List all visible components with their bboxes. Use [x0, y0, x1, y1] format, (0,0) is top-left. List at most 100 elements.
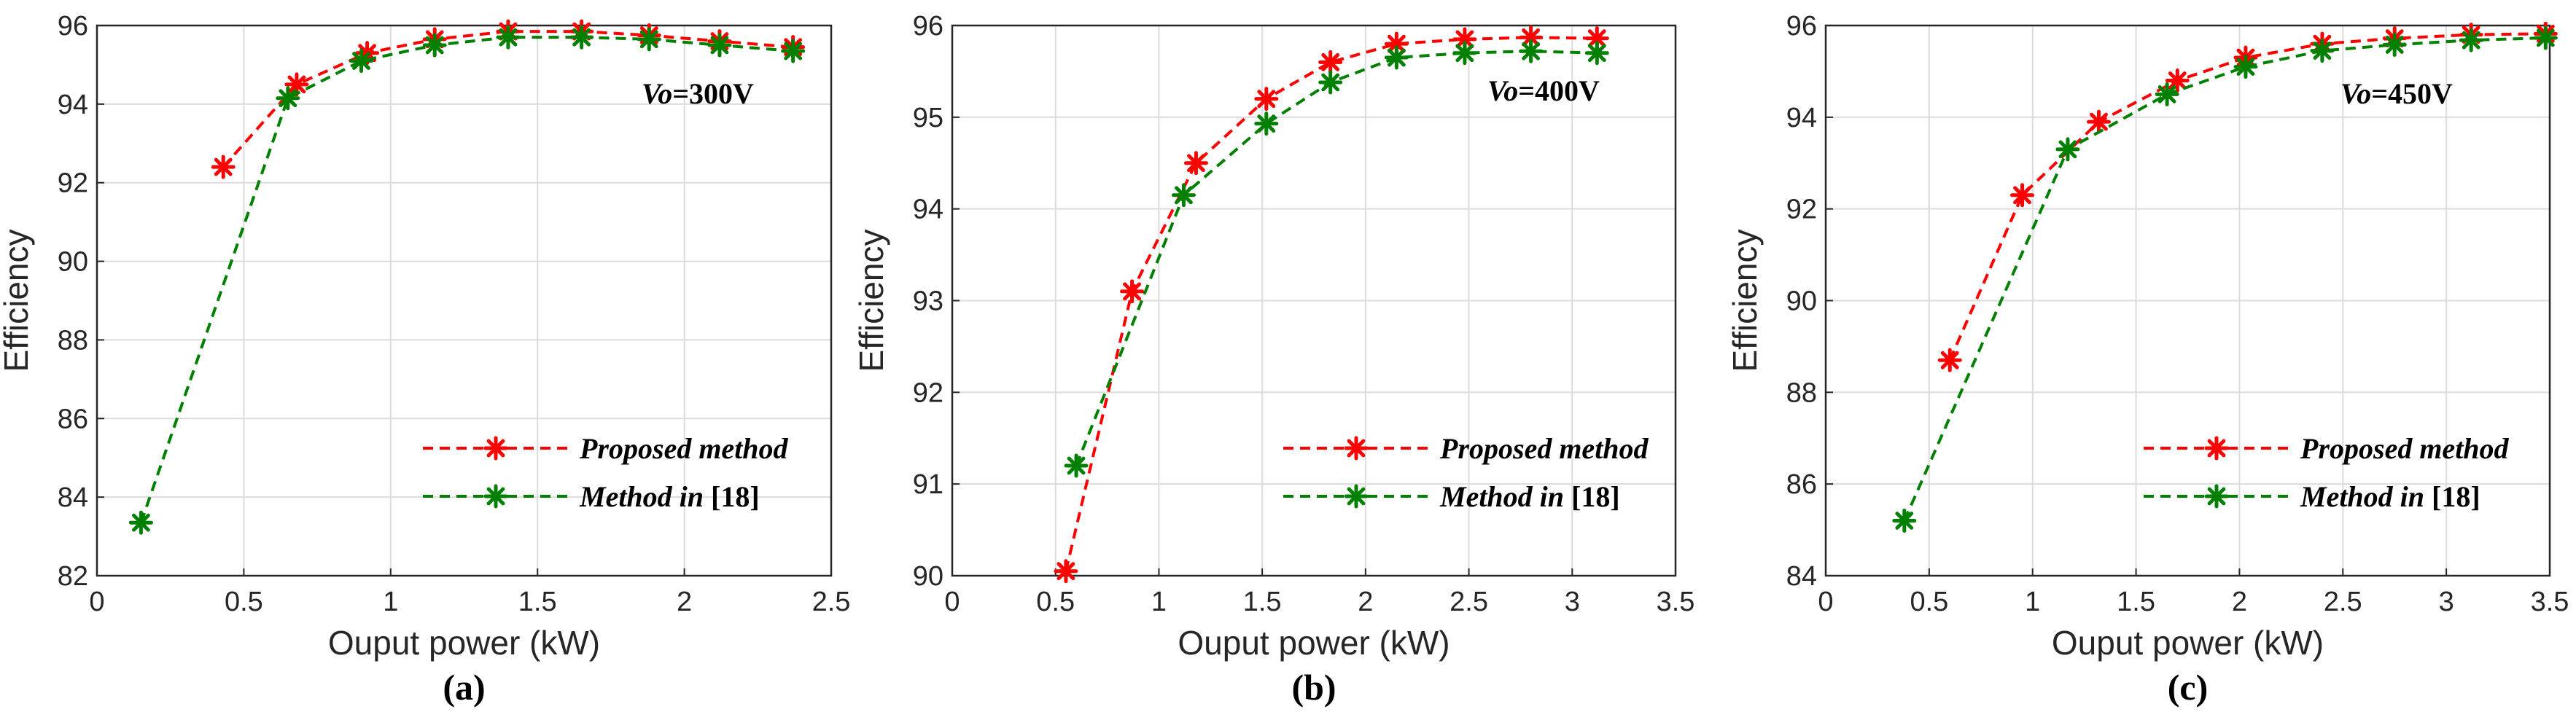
- marker-stroke: [352, 52, 370, 70]
- x-tick-label: 3.5: [2531, 587, 2569, 617]
- y-tick-label: 84: [1786, 561, 1817, 592]
- x-tick-label: 1: [383, 587, 398, 617]
- y-tick-label: 92: [58, 168, 88, 199]
- marker-stroke: [1347, 439, 1366, 458]
- data-point: [1171, 183, 1196, 208]
- axes-frame: [96, 24, 833, 577]
- y-tick-label: 86: [1786, 469, 1817, 500]
- x-tick-label: 3: [2439, 587, 2454, 617]
- marker-stroke: [2207, 439, 2226, 458]
- legend-label-italic: Proposed method: [579, 432, 789, 465]
- x-tick-label: 0: [944, 587, 960, 617]
- series-line-0: [1064, 36, 1598, 572]
- data-point: [1318, 50, 1343, 74]
- x-tick-label: 1.5: [518, 587, 557, 617]
- y-tick-label: 90: [1786, 286, 1817, 317]
- data-point: [2533, 26, 2558, 50]
- marker-stroke: [2058, 140, 2077, 159]
- legend-marker: [1344, 484, 1369, 509]
- chart-panel-1: 0 0.5 1 1.5 2 2.5 3 3.5 90 91 92 93 94 95 96 Ouput powe…: [852, 11, 1694, 708]
- data-point: [1452, 41, 1477, 66]
- data-point: [2233, 55, 2258, 79]
- marker-stroke: [1347, 487, 1366, 506]
- marker-stroke: [1257, 90, 1276, 109]
- x-tick-label: 0: [1818, 587, 1833, 617]
- marker-stroke: [1895, 512, 1914, 530]
- y-tick-label: 92: [913, 377, 943, 408]
- data-point: [569, 25, 594, 50]
- marker-stroke: [486, 487, 505, 506]
- marker-stroke: [572, 28, 591, 47]
- marker-stroke: [1587, 29, 1606, 48]
- series-line-1: [1902, 36, 2546, 522]
- data-point: [2055, 137, 2080, 162]
- x-tick-label: 2: [1358, 587, 1373, 617]
- data-point: [1892, 509, 1917, 533]
- data-point: [496, 25, 521, 50]
- x-tick-label: 1.5: [2117, 587, 2155, 617]
- y-axis-label: Efficiency: [852, 229, 890, 372]
- marker-stroke: [1321, 73, 1340, 92]
- y-tick-label: 90: [913, 561, 943, 592]
- legend-label-italic: Method in: [579, 480, 711, 513]
- data-point: [1120, 279, 1145, 304]
- chart-panel-0: 0 0.5 1 1.5 2 2.5 82 84 86 88 90 92 94 96 Ouput power …: [0, 11, 850, 708]
- y-tick-label: 82: [58, 561, 88, 592]
- data-point: [2382, 32, 2407, 57]
- data-point: [1254, 87, 1279, 111]
- marker-stroke: [2013, 186, 2031, 205]
- marker-stroke: [1940, 351, 1959, 369]
- legend-label-ref: [18]: [711, 480, 760, 513]
- annotation-variable: Vo: [642, 77, 672, 110]
- annotation-variable: Vo: [1487, 74, 1518, 107]
- x-tick-label: 2.5: [812, 587, 851, 617]
- data-point: [1384, 45, 1409, 70]
- annotation-value: =300V: [672, 77, 754, 110]
- y-tick-label: 88: [58, 325, 88, 356]
- legend-label-ref: [18]: [2432, 480, 2480, 513]
- marker-stroke: [1057, 562, 1075, 581]
- annotation-variable: Vo: [2340, 77, 2371, 110]
- data-point: [2459, 28, 2483, 52]
- y-tick-label: 96: [913, 11, 943, 42]
- marker-stroke: [132, 513, 150, 532]
- data-point: [1584, 41, 1609, 66]
- marker-stroke: [1175, 186, 1193, 205]
- marker-stroke: [1522, 42, 1540, 60]
- marker-stroke: [2385, 36, 2404, 54]
- legend-label-italic: Proposed method: [1439, 432, 1649, 465]
- marker-stroke: [1522, 28, 1540, 47]
- marker-stroke: [2236, 58, 2255, 77]
- voltage-annotation: Vo=400V: [1487, 74, 1600, 107]
- data-point: [1064, 453, 1089, 478]
- y-tick-label: 94: [913, 195, 943, 225]
- x-tick-label: 2.5: [2324, 587, 2362, 617]
- panel-caption: (b): [1291, 667, 1336, 708]
- legend-marker: [1344, 436, 1369, 461]
- x-tick-label: 1: [2025, 587, 2040, 617]
- legend-label-italic: Method in: [1439, 480, 1571, 513]
- marker-stroke: [2207, 487, 2226, 506]
- marker-stroke: [2090, 112, 2108, 131]
- marker-stroke: [2462, 31, 2480, 50]
- y-tick-label: 93: [913, 286, 943, 317]
- y-tick-label: 94: [58, 90, 88, 120]
- data-point: [1318, 70, 1343, 95]
- marker-stroke: [784, 42, 803, 60]
- data-point: [1937, 348, 1962, 372]
- axes-frame: [1824, 24, 2551, 577]
- y-tick-label: 96: [58, 11, 88, 42]
- marker-stroke: [1387, 48, 1406, 67]
- panel-caption: (a): [443, 667, 485, 708]
- legend-label-0: Proposed method: [2300, 432, 2510, 465]
- x-tick-label: 2.5: [1450, 587, 1488, 617]
- marker-stroke: [1455, 44, 1474, 63]
- legend-label-1: Method in [18]: [2300, 480, 2480, 513]
- marker-stroke: [1321, 52, 1340, 71]
- data-point: [2155, 82, 2179, 106]
- x-tick-label: 2: [2232, 587, 2247, 617]
- data-point: [2087, 109, 2112, 134]
- y-tick-label: 96: [1786, 11, 1817, 42]
- x-axis-label: Ouput power (kW): [2052, 624, 2324, 662]
